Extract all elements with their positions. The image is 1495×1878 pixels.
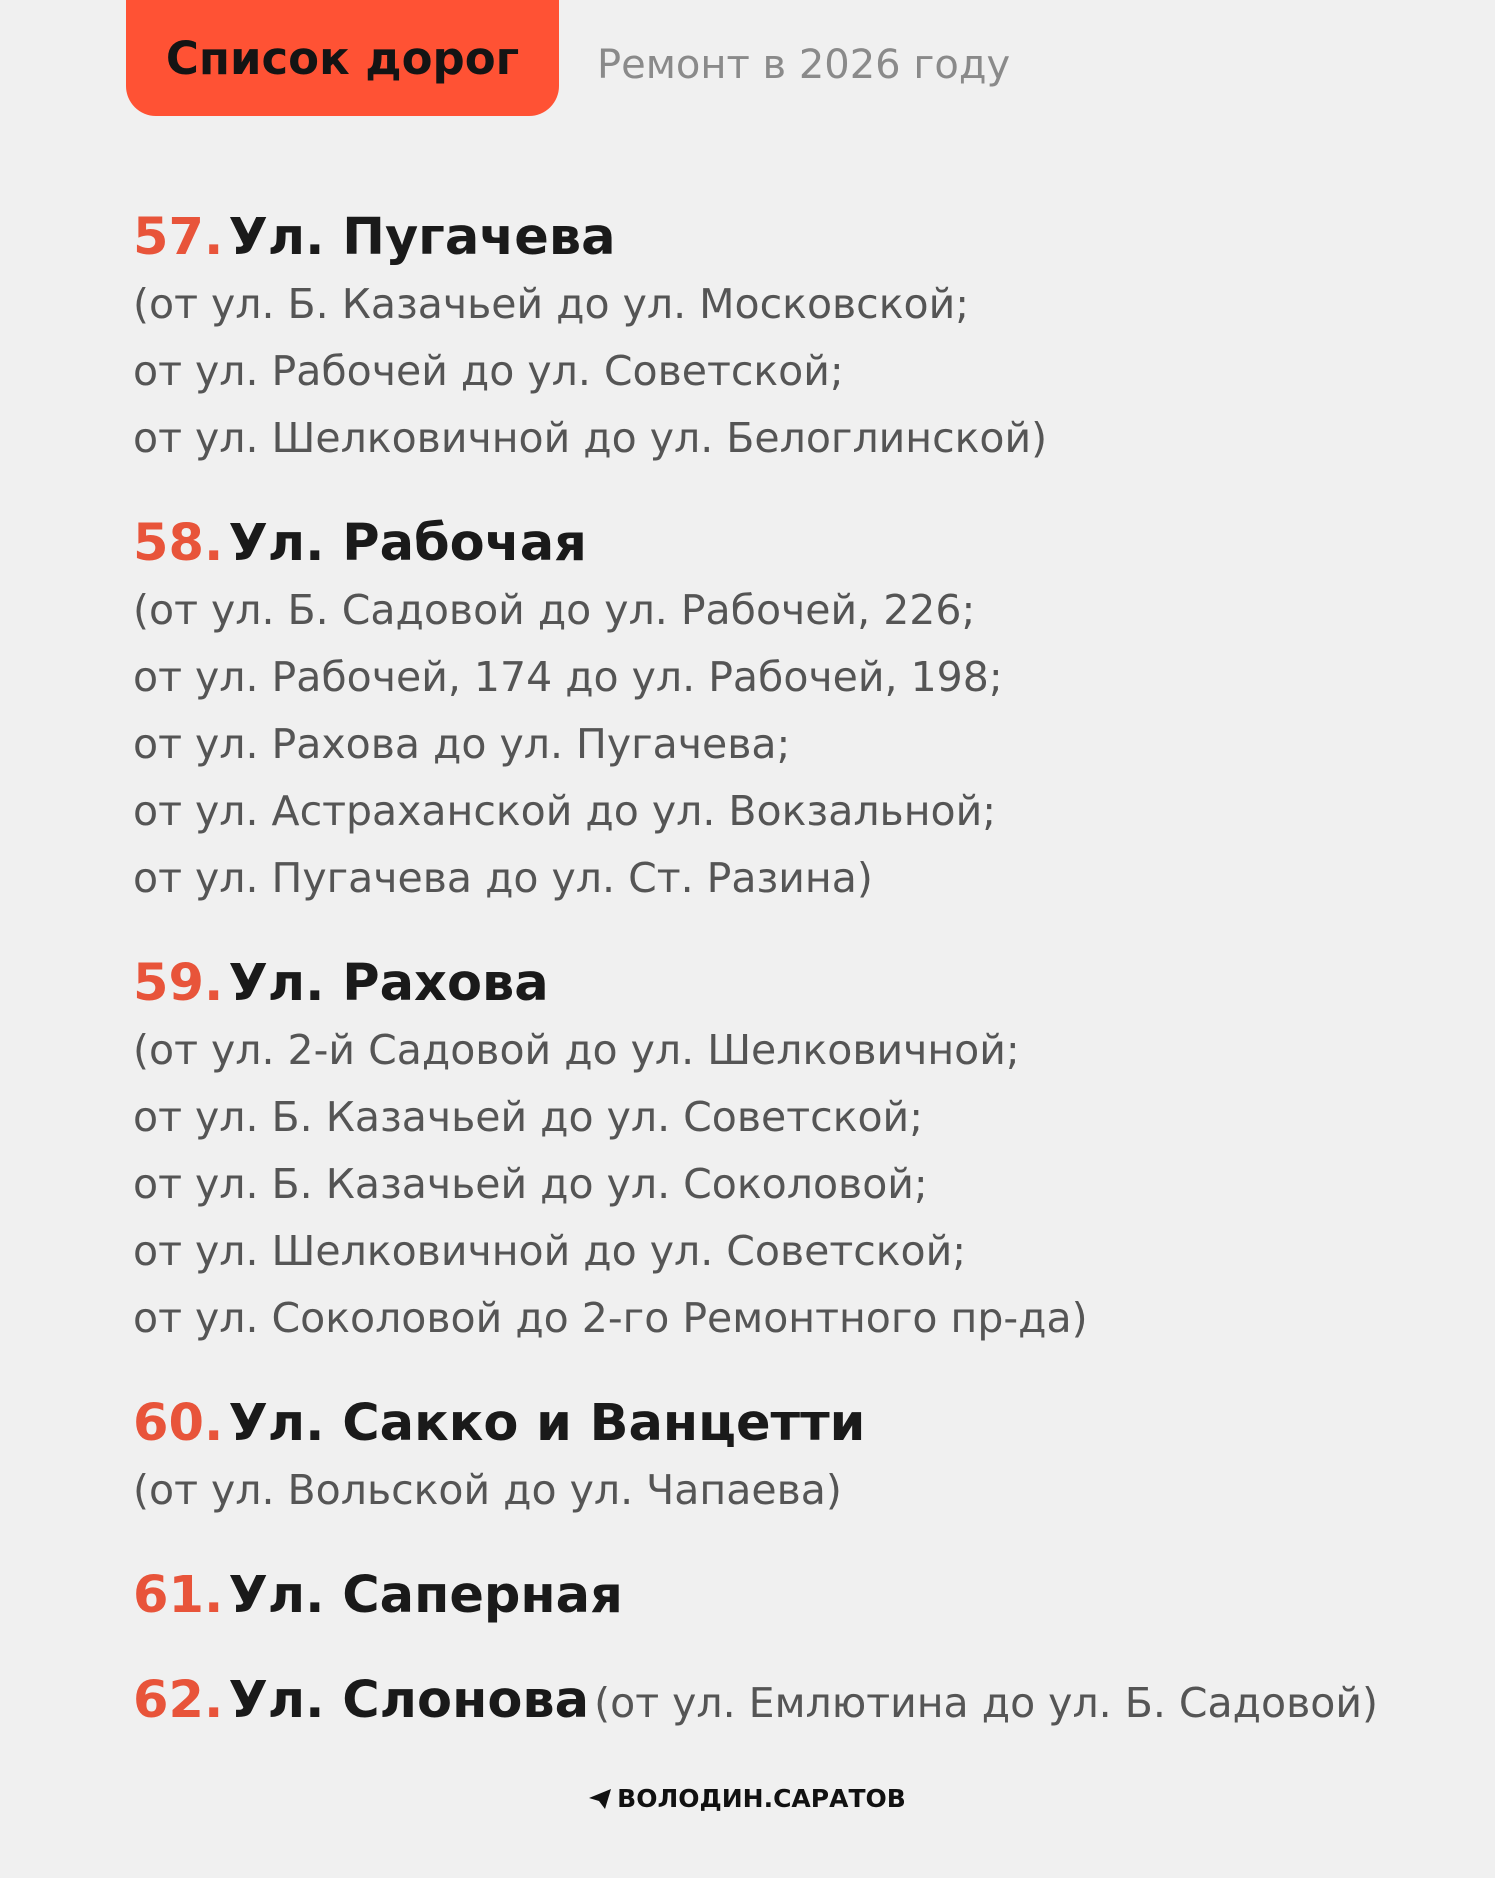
road-section: (от ул. 2-й Садовой до ул. Шелковичной; — [133, 1026, 1020, 1074]
road-section: от ул. Шелковичной до ул. Советской; — [133, 1227, 967, 1275]
road-item: 58. Ул. Рабочая (от ул. Б. Садовой до ул.… — [133, 510, 1475, 912]
road-item: 62. Ул. Слонова (от ул. Емлютина до ул. … — [133, 1667, 1475, 1734]
header-tag: Список дорог — [126, 0, 559, 116]
road-section: от ул. Шелковичной до ул. Белоглинской) — [133, 414, 1048, 462]
road-heading: 57. Ул. Пугачева — [133, 204, 1475, 271]
road-section: от ул. Б. Казачьей до ул. Соколовой; — [133, 1160, 928, 1208]
road-item: 61. Ул. Саперная — [133, 1562, 1475, 1629]
road-name: Ул. Слонова — [228, 1671, 590, 1730]
footer: ВОЛОДИН.САРАТОВ — [0, 1784, 1495, 1813]
road-section: от ул. Пугачева до ул. Ст. Разина) — [133, 854, 873, 902]
road-number: 60. — [133, 1394, 224, 1453]
road-heading: 61. Ул. Саперная — [133, 1562, 1475, 1629]
road-section: от ул. Б. Казачьей до ул. Советской; — [133, 1093, 924, 1141]
header-subtitle: Ремонт в 2026 году — [597, 42, 1011, 88]
road-item: 59. Ул. Рахова (от ул. 2-й Садовой до ул.… — [133, 950, 1475, 1352]
road-section: (от ул. Б. Казачьей до ул. Московской; — [133, 280, 970, 328]
road-name: Ул. Пугачева — [228, 208, 616, 267]
road-number: 61. — [133, 1566, 224, 1625]
road-section: от ул. Рабочей до ул. Советской; — [133, 347, 844, 395]
road-heading: 62. Ул. Слонова (от ул. Емлютина до ул. … — [133, 1667, 1475, 1734]
road-section: (от ул. Емлютина до ул. Б. Садовой) — [594, 1679, 1378, 1727]
road-number: 57. — [133, 208, 224, 267]
road-section: (от ул. Б. Садовой до ул. Рабочей, 226; — [133, 586, 976, 634]
road-section: от ул. Астраханской до ул. Вокзальной; — [133, 787, 997, 835]
road-name: Ул. Рабочая — [228, 514, 587, 573]
road-name: Ул. Саперная — [228, 1566, 623, 1625]
send-icon — [589, 1788, 612, 1809]
road-section: от ул. Соколовой до 2-го Ремонтного пр-д… — [133, 1294, 1088, 1342]
road-section: от ул. Рабочей, 174 до ул. Рабочей, 198; — [133, 653, 1003, 701]
road-section: (от ул. Вольской до ул. Чапаева) — [133, 1466, 842, 1514]
road-heading: 59. Ул. Рахова — [133, 950, 1475, 1017]
road-heading: 58. Ул. Рабочая — [133, 510, 1475, 577]
road-number: 59. — [133, 954, 224, 1013]
road-list: 57. Ул. Пугачева (от ул. Б. Казачьей до у… — [133, 204, 1475, 1772]
road-number: 58. — [133, 514, 224, 573]
road-item: 60. Ул. Сакко и Ванцетти (от ул. Вольской… — [133, 1390, 1475, 1524]
road-heading: 60. Ул. Сакко и Ванцетти — [133, 1390, 1475, 1457]
footer-brand: ВОЛОДИН.САРАТОВ — [617, 1784, 906, 1813]
road-name: Ул. Рахова — [228, 954, 549, 1013]
road-number: 62. — [133, 1671, 224, 1730]
road-name: Ул. Сакко и Ванцетти — [228, 1394, 866, 1453]
road-section: от ул. Рахова до ул. Пугачева; — [133, 720, 791, 768]
road-item: 57. Ул. Пугачева (от ул. Б. Казачьей до у… — [133, 204, 1475, 472]
